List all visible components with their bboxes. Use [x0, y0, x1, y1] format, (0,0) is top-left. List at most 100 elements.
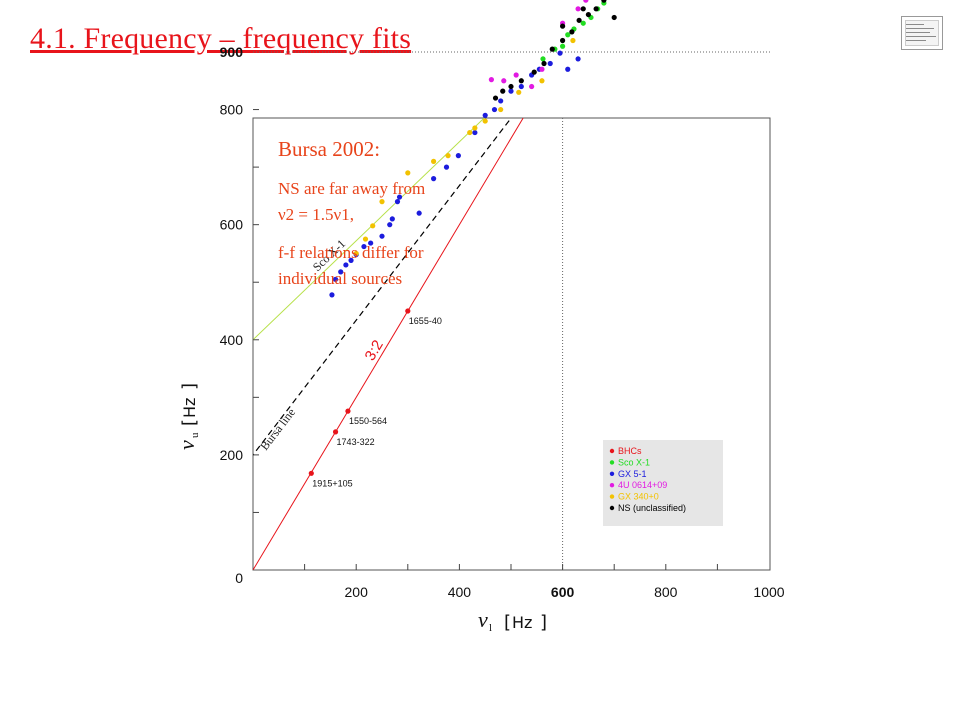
- x-axis-bracket-close: ]: [540, 612, 547, 633]
- data-point: [570, 37, 576, 44]
- slide-thumbnail[interactable]: [901, 16, 943, 50]
- data-point: [508, 83, 514, 90]
- data-point: [549, 46, 555, 52]
- y-tick-label: 0: [235, 570, 243, 586]
- x-axis-bracket-open: [: [504, 612, 511, 633]
- slide-title: 4.1. Frequency – frequency fits: [30, 22, 412, 55]
- data-point: [575, 56, 581, 62]
- y-axis-unit: Hz: [180, 398, 199, 418]
- fit-line-sco-x-1: [253, 118, 485, 341]
- data-point: [547, 60, 553, 67]
- data-point: [498, 106, 504, 113]
- data-point: [405, 170, 411, 176]
- y-tick-label: 800: [220, 102, 244, 118]
- data-point: [379, 233, 385, 239]
- legend-background: [603, 440, 723, 526]
- data-point: [379, 199, 385, 205]
- thumbnail-line: [906, 24, 924, 25]
- thumbnail-line: [906, 40, 926, 41]
- annotation-line: individual sources: [278, 269, 402, 288]
- data-point: [482, 112, 488, 118]
- data-point: [362, 236, 369, 242]
- data-point: [488, 77, 494, 83]
- legend-label: BHCs: [618, 446, 642, 456]
- data-point: [389, 216, 395, 222]
- annotation-line: ν2 = 1.5ν1,: [278, 205, 354, 224]
- data-point: [560, 43, 566, 49]
- data-point: [431, 158, 437, 164]
- data-point: [565, 66, 571, 72]
- data-point: [593, 6, 599, 12]
- data-point: [516, 89, 522, 95]
- data-point: [416, 210, 422, 216]
- data-point: [492, 95, 499, 101]
- data-point: [508, 88, 514, 94]
- x-tick-label: 400: [448, 584, 472, 600]
- legend-label: Sco X-1: [618, 457, 650, 467]
- data-point: [445, 153, 451, 159]
- data-point: [498, 98, 504, 104]
- data-point: [332, 429, 339, 435]
- data-point: [370, 223, 376, 229]
- data-point: [387, 222, 393, 228]
- legend-marker: [609, 448, 615, 454]
- fit-line-3-2: [253, 118, 524, 570]
- point-label: 1550-564: [349, 416, 387, 426]
- point-label: 1915+105: [312, 478, 352, 488]
- data-point: [472, 125, 478, 131]
- data-point: [308, 470, 314, 476]
- data-point: [541, 60, 547, 67]
- y-tick-label: 200: [220, 447, 244, 463]
- data-point: [539, 66, 545, 72]
- x-axis-symbol: ν: [478, 607, 488, 632]
- data-point: [560, 37, 566, 44]
- data-point: [501, 78, 507, 84]
- data-point: [396, 194, 403, 200]
- y-axis-subscript: u: [189, 432, 201, 438]
- legend-label: GX 340+0: [618, 492, 659, 502]
- thumbnail-line: [906, 32, 930, 33]
- data-point: [353, 250, 359, 257]
- x-axis-subscript: l: [489, 622, 492, 634]
- data-point: [500, 88, 506, 94]
- point-label: 1743-322: [337, 437, 375, 447]
- data-point: [518, 78, 524, 84]
- data-point: [394, 199, 401, 205]
- data-point: [431, 176, 437, 182]
- annotation-line: NS are far away from: [278, 179, 425, 198]
- data-point: [455, 153, 461, 159]
- thumbnail-line: [906, 36, 936, 37]
- data-point: [540, 56, 546, 62]
- data-point: [513, 72, 519, 78]
- data-point: [518, 83, 524, 90]
- legend-marker: [609, 460, 615, 465]
- data-point: [569, 29, 575, 35]
- data-point: [601, 0, 607, 3]
- x-axis-title: ν l [ Hz ]: [478, 607, 547, 634]
- data-point: [611, 14, 617, 21]
- data-point: [368, 240, 374, 246]
- point-label: 1655-40: [409, 316, 442, 326]
- data-point: [329, 292, 335, 298]
- x-tick-label: 1000: [753, 584, 784, 600]
- y-axis-bracket-open: [: [179, 419, 200, 426]
- data-point: [560, 23, 566, 29]
- data-point: [585, 11, 592, 18]
- legend-marker: [609, 471, 615, 476]
- data-point: [482, 118, 488, 124]
- data-point: [345, 408, 351, 414]
- data-point: [405, 308, 411, 314]
- data-point: [467, 129, 473, 136]
- data-point: [565, 32, 571, 38]
- annotation-heading: Bursa 2002:: [278, 137, 380, 161]
- y-tick-label: 400: [220, 332, 244, 348]
- y-axis-bracket-close: ]: [179, 383, 200, 390]
- data-point: [361, 243, 367, 250]
- legend-label: 4U 0614+09: [618, 480, 667, 490]
- data-point: [491, 106, 498, 113]
- data-point: [557, 50, 563, 56]
- x-tick-label: 200: [345, 584, 369, 600]
- data-point: [348, 257, 354, 263]
- data-point: [338, 269, 344, 275]
